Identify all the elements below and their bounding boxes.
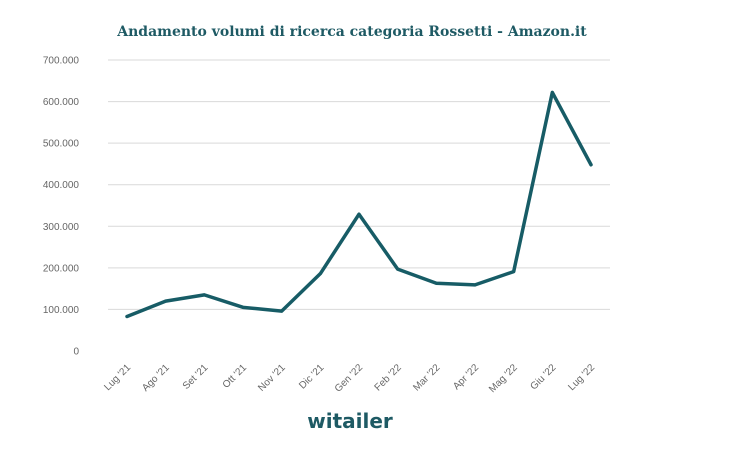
series-layer bbox=[125, 90, 593, 319]
y-axis-ticks: 0 100.000 200.000 300.000 400.000 500.000 600.… bbox=[43, 56, 80, 358]
x-tick-label: Apr '22 bbox=[451, 362, 481, 392]
data-point bbox=[434, 281, 438, 285]
x-tick-label: Mag '22 bbox=[487, 362, 520, 395]
data-point bbox=[164, 299, 168, 303]
x-tick-label: Set '21 bbox=[181, 362, 211, 392]
y-tick-label: 500.000 bbox=[43, 139, 80, 150]
gridlines bbox=[108, 59, 610, 310]
data-point bbox=[125, 314, 129, 318]
y-tick-label: 100.000 bbox=[43, 305, 80, 316]
y-tick-label: 200.000 bbox=[43, 263, 80, 274]
y-tick-label: 600.000 bbox=[43, 97, 80, 108]
data-point bbox=[357, 212, 361, 216]
data-point bbox=[318, 272, 322, 276]
data-point bbox=[473, 283, 477, 287]
x-tick-label: Dic '21 bbox=[297, 362, 326, 391]
data-point bbox=[589, 163, 593, 167]
y-tick-label: 300.000 bbox=[43, 222, 80, 233]
x-tick-label: Lug '22 bbox=[566, 362, 597, 393]
witailer-logo: witailer bbox=[307, 409, 393, 433]
data-point bbox=[396, 267, 400, 271]
x-tick-label: Feb '22 bbox=[373, 362, 404, 393]
x-tick-label: Gen '22 bbox=[333, 362, 366, 395]
y-tick-label: 400.000 bbox=[43, 180, 80, 191]
x-tick-label: Ott '21 bbox=[221, 362, 250, 391]
y-tick-label: 0 bbox=[73, 347, 79, 358]
data-point bbox=[512, 270, 516, 274]
data-point bbox=[241, 305, 245, 309]
x-tick-label: Ago '21 bbox=[140, 362, 172, 394]
data-point bbox=[280, 309, 284, 313]
data-point bbox=[550, 90, 554, 94]
x-tick-label: Nov '21 bbox=[256, 362, 288, 394]
y-tick-label: 700.000 bbox=[43, 56, 80, 67]
data-point bbox=[202, 293, 206, 297]
x-axis-ticks: Lug '21 Ago '21 Set '21 Ott '21 Nov '21 Dic '… bbox=[102, 362, 597, 395]
chart-title: Andamento volumi di ricerca categoria Ro… bbox=[116, 24, 587, 40]
x-tick-label: Mar '22 bbox=[411, 362, 442, 393]
x-tick-label: Lug '21 bbox=[102, 362, 133, 393]
series-line bbox=[125, 90, 593, 319]
x-tick-label: Giu '22 bbox=[528, 362, 558, 392]
